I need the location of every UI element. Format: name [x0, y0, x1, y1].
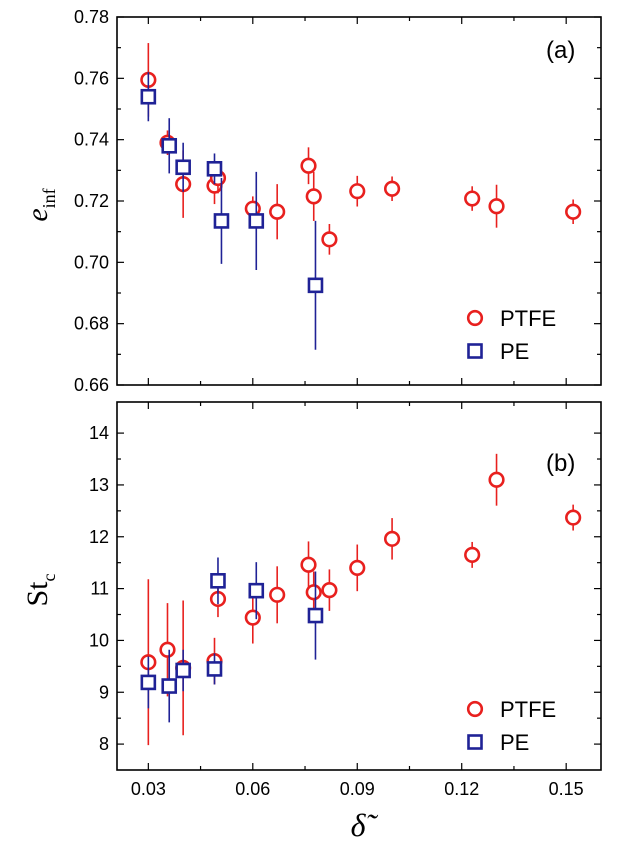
ptfe-point	[383, 530, 401, 547]
ptfe-point	[269, 203, 286, 220]
ptfe-point	[300, 556, 317, 573]
y-tick-label: 12	[89, 527, 109, 547]
panel-b-ylabel-main: St	[21, 581, 54, 607]
y-tick-label: 8	[99, 734, 109, 754]
panel-a-label: (a)	[546, 37, 575, 64]
pe-point	[161, 138, 178, 154]
pe-point	[213, 213, 230, 229]
y-tick-label: 10	[89, 630, 109, 650]
x-tick-label: 0.03	[131, 779, 166, 799]
pe-point	[248, 582, 265, 599]
panel-a-ylabel: einf	[21, 188, 59, 221]
ptfe-point	[321, 231, 338, 248]
panel-b-label: (b)	[546, 450, 575, 477]
pe-point	[248, 213, 265, 229]
pe-point	[210, 573, 226, 589]
x-tick-label: 0.15	[549, 779, 584, 799]
panel-b-marks: 8 9 10 11 12 13 14 0.03 0.06 0.09 0.12 0.15 PTFE PE	[89, 402, 601, 799]
pe-point	[307, 277, 324, 294]
legend-pe-label: PE	[500, 339, 529, 364]
y-tick-label: 13	[89, 475, 109, 495]
legend-ptfe-label: PTFE	[500, 306, 556, 331]
ptfe-point	[488, 198, 505, 215]
x-tick-label: 0.06	[235, 779, 270, 799]
pe-point	[206, 661, 223, 677]
legend-ptfe-marker	[466, 700, 484, 718]
ptfe-point	[300, 157, 317, 174]
legend-pe-marker	[467, 734, 483, 750]
pe-point	[140, 88, 157, 105]
ptfe-point	[383, 180, 401, 197]
panel-b-ylabel-sub: c	[39, 573, 59, 581]
legend-ptfe-marker	[466, 309, 484, 327]
pe-point	[307, 607, 324, 624]
pe-point	[161, 678, 178, 694]
panel-b-ylabel: Stc	[21, 573, 59, 606]
x-tick-label: 0.09	[340, 779, 375, 799]
ptfe-point	[244, 609, 261, 626]
pe-point	[175, 662, 191, 679]
pe-point	[140, 674, 157, 691]
y-tick-label: 14	[89, 423, 109, 443]
y-tick-label: 0.70	[74, 252, 109, 272]
pe-point	[175, 159, 191, 176]
y-tick-label: 9	[99, 682, 109, 702]
ptfe-point	[349, 183, 366, 200]
ptfe-point	[305, 188, 322, 205]
ptfe-point	[349, 559, 366, 576]
panel-a: 0.66 0.68 0.70 0.72 0.74 0.76 0.78 PTFE PE (a) e…	[21, 7, 602, 395]
ptfe-point	[488, 471, 505, 488]
ptfe-point	[565, 203, 582, 220]
panel-b: 8 9 10 11 12 13 14 0.03 0.06 0.09 0.12 0.15 PTFE PE (…	[21, 401, 602, 799]
ptfe-point	[159, 641, 176, 658]
panel-a-ylabel-sub: inf	[39, 188, 59, 208]
pe-point	[206, 161, 223, 177]
ptfe-point	[464, 190, 481, 207]
y-tick-label: 0.68	[74, 314, 109, 334]
ptfe-point	[269, 586, 286, 603]
panel-a-ylabel-main: e	[21, 208, 54, 221]
y-tick-label: 0.76	[74, 68, 109, 88]
y-tick-label: 0.66	[74, 375, 109, 395]
panel-a-marks: 0.66 0.68 0.70 0.72 0.74 0.76 0.78 PTFE PE	[74, 7, 601, 395]
ptfe-point	[321, 582, 338, 599]
ptfe-point	[305, 584, 322, 601]
legend-ptfe-label: PTFE	[500, 697, 556, 722]
y-tick-label: 0.72	[74, 191, 109, 211]
y-tick-label: 11	[90, 579, 109, 599]
y-tick-label: 0.74	[74, 130, 109, 150]
ptfe-point	[565, 509, 582, 526]
panel-b-frame	[116, 401, 602, 771]
x-axis-label: δ̃	[351, 807, 379, 843]
legend-pe-label: PE	[500, 730, 529, 755]
y-tick-label: 0.78	[74, 7, 109, 27]
legend-pe-marker	[467, 343, 483, 359]
x-tick-label: 0.12	[444, 779, 479, 799]
ptfe-point	[464, 546, 481, 564]
